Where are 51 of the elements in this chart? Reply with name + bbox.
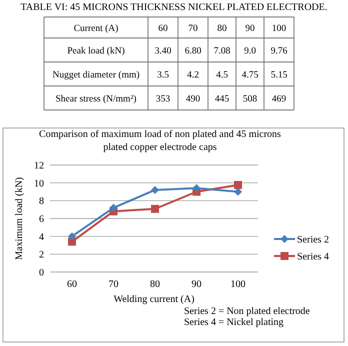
text: 60 bbox=[158, 24, 168, 34]
text: Current (A) bbox=[74, 24, 118, 34]
point bbox=[151, 204, 159, 213]
y-tick-label: 4 bbox=[39, 232, 44, 243]
point bbox=[234, 188, 242, 196]
legend-label: Series 4 bbox=[297, 252, 329, 262]
y-tick-label: 12 bbox=[34, 160, 44, 172]
x-tick-label: 90 bbox=[192, 279, 202, 290]
text: 469 bbox=[272, 94, 286, 104]
text: Nugget diameter (mm) bbox=[52, 70, 140, 80]
point bbox=[151, 186, 159, 194]
y-tick-label: 2 bbox=[39, 250, 44, 261]
chart-title: Comparison of maximum load of non plated and 45 microns plated copper electrode caps bbox=[39, 129, 282, 153]
text: Series 4 = Nickel plating bbox=[184, 317, 284, 328]
text: Peak load (kN) bbox=[67, 46, 125, 56]
text: 445 bbox=[214, 94, 230, 104]
x-tick-label: 60 bbox=[67, 279, 77, 290]
text: 9.0 bbox=[244, 46, 256, 56]
text: 5.15 bbox=[270, 70, 288, 80]
text: 90 bbox=[245, 24, 255, 34]
point bbox=[234, 180, 242, 189]
text: 6.80 bbox=[184, 46, 202, 56]
y-tick-label: 10 bbox=[34, 178, 44, 190]
text: 80 bbox=[217, 24, 227, 34]
text: 100 bbox=[272, 24, 286, 34]
text: 353 bbox=[156, 94, 170, 104]
text: 70 bbox=[188, 24, 198, 34]
x-tick-label: 70 bbox=[108, 279, 118, 290]
x-tick-label: 100 bbox=[230, 279, 246, 290]
point bbox=[68, 232, 76, 240]
legend-label: Series 2 bbox=[297, 234, 329, 246]
y-tick-label: 8 bbox=[39, 196, 44, 208]
y-tick-label: 6 bbox=[39, 214, 44, 225]
text: 4.2 bbox=[187, 70, 200, 80]
text: 9.76 bbox=[270, 46, 288, 56]
point bbox=[192, 184, 200, 192]
text: 4.5 bbox=[216, 70, 228, 80]
text: TABLE VI: 45 MICRONS THICKNESS NICKEL PLATED ELECTRODE. bbox=[20, 2, 328, 13]
text: 7.08 bbox=[214, 46, 231, 56]
text: Shear stress (N/mm²) bbox=[56, 94, 136, 104]
text: Series 2 = Non plated electrode bbox=[184, 306, 310, 317]
y-tick-label: 0 bbox=[39, 268, 44, 278]
text: 490 bbox=[186, 94, 200, 104]
y-axis-title: Maximum load (kN) bbox=[14, 177, 25, 260]
text: 3.40 bbox=[154, 46, 172, 56]
x-tick-label: 80 bbox=[150, 279, 160, 290]
point bbox=[110, 204, 118, 212]
text: 3.5 bbox=[157, 70, 170, 80]
text: 508 bbox=[242, 94, 258, 104]
text: 4.75 bbox=[242, 70, 259, 80]
x-axis-title: Welding current (A) bbox=[114, 294, 194, 305]
